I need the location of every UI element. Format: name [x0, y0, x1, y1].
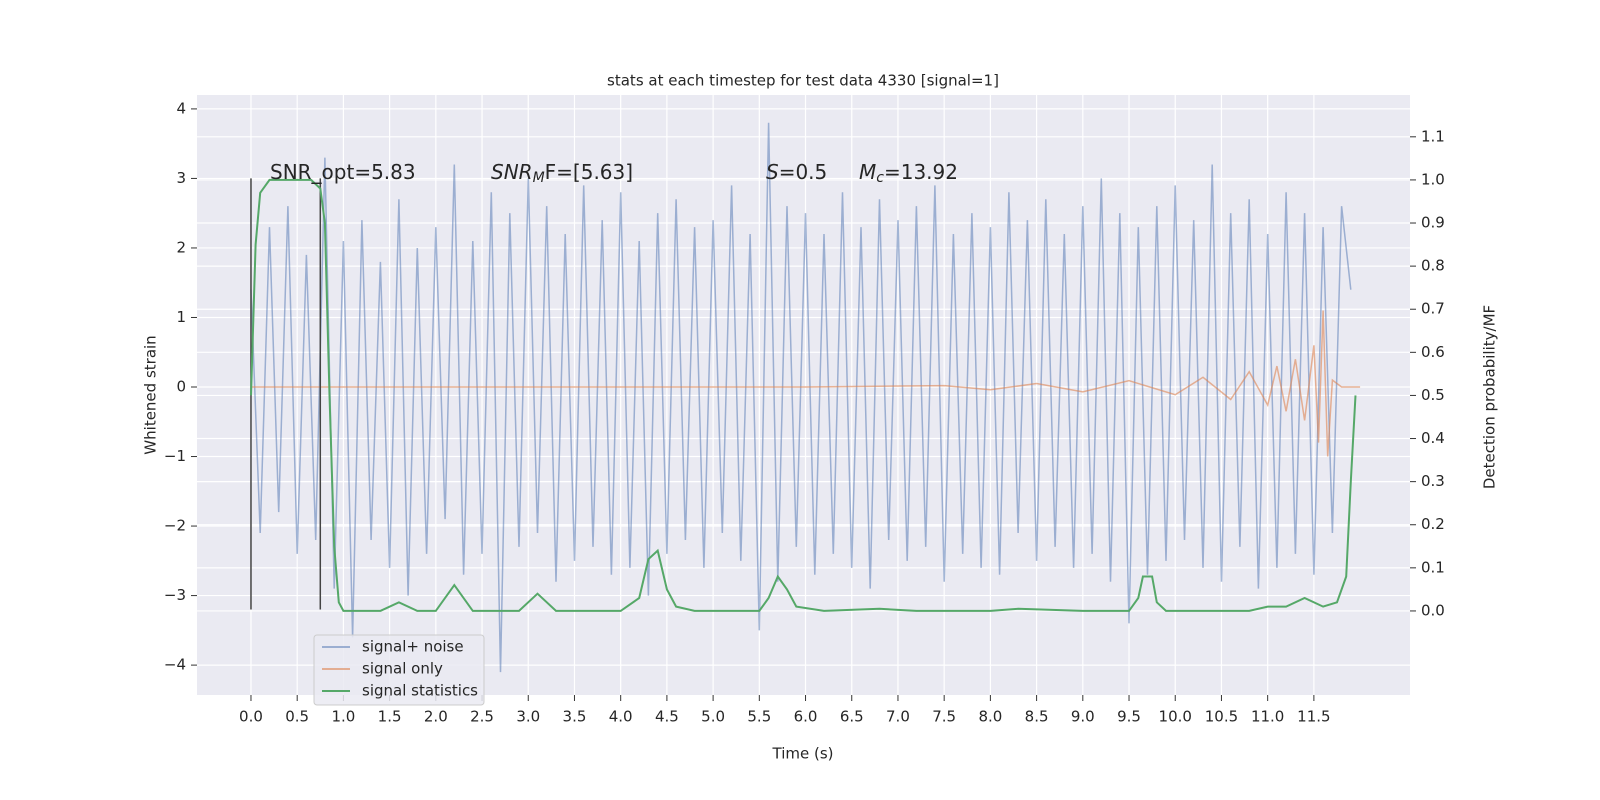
x-tick-label: 6.5 — [840, 708, 864, 726]
x-tick-label: 2.5 — [470, 708, 494, 726]
y2-tick-label: 0.9 — [1421, 214, 1445, 232]
legend-label: signal only — [362, 660, 443, 678]
x-tick-label: 0.5 — [285, 708, 309, 726]
x-tick-label: 9.5 — [1117, 708, 1141, 726]
annotation-text: M — [859, 160, 876, 184]
x-tick-label: 10.5 — [1205, 708, 1238, 726]
y2-tick-label: 0.2 — [1421, 515, 1445, 533]
y-tick-label: 4 — [176, 99, 186, 117]
annotation: S=0.5 — [766, 160, 827, 184]
y2-tick-label: 1.1 — [1421, 127, 1445, 145]
x-tick-label: 11.5 — [1297, 708, 1330, 726]
y-tick-label: 3 — [176, 169, 186, 187]
annotation-text: SNR_opt=5.83 — [270, 160, 416, 184]
y2-tick-label: 0.8 — [1421, 257, 1445, 275]
chart-title: stats at each timestep for test data 433… — [607, 72, 999, 90]
x-tick-label: 6.0 — [794, 708, 818, 726]
y-tick-label: −4 — [164, 656, 186, 674]
annotation-text: SNR — [491, 160, 533, 184]
x-tick-label: 4.0 — [609, 708, 633, 726]
x-tick-label: 0.0 — [239, 708, 263, 726]
y-tick-label: −1 — [164, 447, 186, 465]
x-tick-label: 7.5 — [932, 708, 956, 726]
annotation-sub: c — [876, 170, 884, 186]
y2-tick-label: 0.6 — [1421, 343, 1445, 361]
x-tick-label: 1.5 — [378, 708, 402, 726]
annotation: SNRMF=[5.63] — [491, 160, 633, 187]
y2-axis-label: Detection probability/MF — [1481, 305, 1499, 489]
x-tick-label: 4.5 — [655, 708, 679, 726]
x-tick-label: 10.0 — [1159, 708, 1192, 726]
y2-tick-label: 0.0 — [1421, 601, 1445, 619]
y2-tick-label: 0.4 — [1421, 429, 1445, 447]
annotation-after: F=[5.63] — [545, 160, 633, 184]
x-tick-label: 5.5 — [747, 708, 771, 726]
y2-tick-label: 0.3 — [1421, 472, 1445, 490]
x-axis-label: Time (s) — [772, 745, 834, 763]
series-line — [250, 122, 1352, 673]
legend-label: signal statistics — [362, 682, 478, 700]
annotation: SNR_opt=5.83 — [270, 160, 416, 184]
annotation: Mc=13.92 — [859, 160, 958, 187]
y2-tick-label: 1.0 — [1421, 170, 1445, 188]
x-tick-label: 3.5 — [563, 708, 587, 726]
annotation-text: S — [766, 160, 779, 184]
annotation-after: =13.92 — [884, 160, 958, 184]
x-tick-label: 2.0 — [424, 708, 448, 726]
y-tick-label: 0 — [176, 378, 186, 396]
x-tick-label: 3.0 — [516, 708, 540, 726]
y2-tick-label: 0.5 — [1421, 386, 1445, 404]
y-tick-label: 2 — [176, 238, 186, 256]
y-axis-label: Whitened strain — [142, 335, 160, 454]
y-tick-label: −3 — [164, 586, 186, 604]
y-tick-label: 1 — [176, 308, 186, 326]
x-tick-label: 9.0 — [1071, 708, 1095, 726]
x-tick-label: 11.0 — [1251, 708, 1284, 726]
y2-tick-label: 0.7 — [1421, 300, 1445, 318]
annotation-sub: M — [533, 170, 545, 186]
x-tick-label: 5.0 — [701, 708, 725, 726]
legend-label: signal+ noise — [362, 638, 464, 656]
annotation-after: =0.5 — [779, 160, 828, 184]
x-tick-label: 1.0 — [331, 708, 355, 726]
x-tick-label: 8.5 — [1025, 708, 1049, 726]
x-tick-label: 8.0 — [978, 708, 1002, 726]
series-line — [250, 178, 1357, 612]
x-tick-label: 7.0 — [886, 708, 910, 726]
y2-tick-label: 0.1 — [1421, 558, 1445, 576]
legend-box — [313, 634, 485, 706]
y-tick-label: −2 — [164, 517, 186, 535]
series-line — [251, 310, 1361, 457]
